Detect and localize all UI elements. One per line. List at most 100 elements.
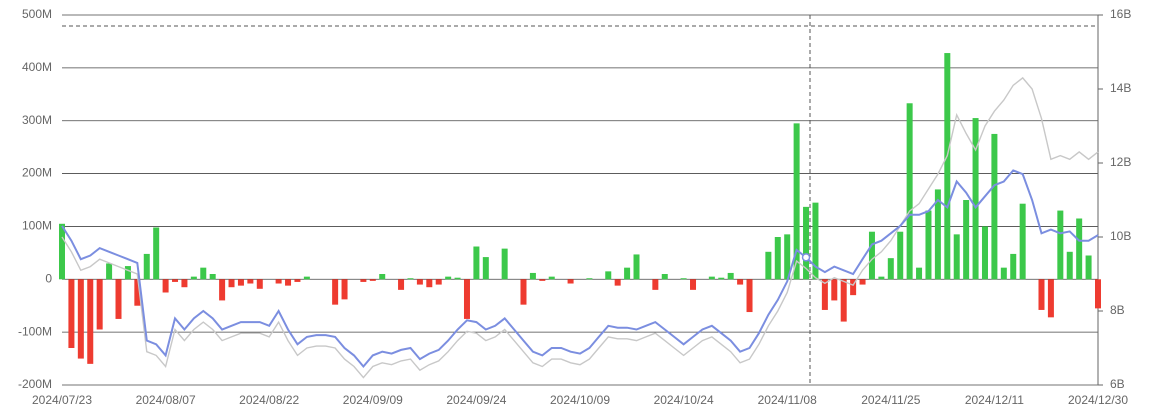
y-tick-label: 500M	[22, 7, 52, 21]
bar	[925, 210, 932, 280]
bar	[275, 279, 282, 284]
bar	[219, 279, 226, 301]
bar	[96, 279, 103, 330]
bar	[944, 53, 951, 280]
bar	[482, 257, 489, 280]
bar	[793, 123, 800, 280]
bar	[906, 103, 913, 280]
bar	[840, 279, 847, 322]
bar	[831, 279, 838, 301]
bar	[633, 254, 640, 280]
x-tick-label: 2024/10/09	[550, 393, 610, 407]
bar	[162, 279, 169, 293]
bar	[473, 246, 480, 280]
bar	[981, 226, 988, 280]
bar	[953, 234, 960, 280]
x-tick-label: 2024/09/24	[446, 393, 506, 407]
bar	[784, 234, 791, 280]
bar	[360, 279, 367, 282]
bar	[247, 279, 254, 284]
bar	[106, 263, 113, 280]
bar	[652, 279, 659, 290]
bar	[228, 279, 235, 288]
bar	[529, 272, 536, 280]
x-tick-label: 2024/11/25	[861, 393, 920, 407]
y-tick-label: 400M	[22, 60, 52, 74]
bar	[426, 279, 433, 288]
x-tick-label: 2024/10/24	[654, 393, 714, 407]
bar	[812, 202, 819, 280]
hover-point	[801, 253, 811, 262]
bar	[59, 223, 65, 280]
bar	[124, 266, 131, 280]
y-tick-label: 300M	[22, 113, 52, 127]
bar	[407, 278, 414, 280]
bar	[567, 279, 574, 284]
bar	[624, 267, 631, 280]
bar	[850, 279, 857, 296]
bar	[501, 248, 508, 280]
bar	[605, 271, 612, 280]
bar	[398, 279, 405, 290]
bar	[341, 279, 348, 300]
bar	[435, 279, 442, 285]
y-tick-label: 0	[45, 271, 52, 285]
y-tick-label: 200M	[22, 166, 52, 180]
bar	[172, 279, 179, 282]
bar	[916, 267, 923, 280]
y2-tick-label: 8B	[1110, 303, 1125, 317]
bar	[774, 237, 781, 280]
bar	[708, 276, 715, 280]
bar	[1047, 279, 1054, 318]
bar	[454, 277, 461, 280]
y2-tick-label: 12B	[1110, 155, 1131, 169]
bar	[87, 279, 94, 364]
line	[61, 169, 1099, 369]
bar	[209, 274, 216, 280]
bar	[1010, 253, 1017, 280]
bar	[586, 278, 593, 280]
bar	[294, 279, 301, 282]
bar	[153, 227, 160, 280]
bar	[200, 267, 207, 280]
bar	[1076, 218, 1083, 280]
bar	[746, 279, 753, 313]
bar	[991, 133, 998, 280]
bar	[416, 279, 423, 285]
bar	[539, 279, 546, 281]
bar	[868, 231, 875, 280]
bar	[1038, 279, 1045, 310]
y2-tick-label: 16B	[1110, 7, 1131, 21]
bar	[1057, 210, 1064, 280]
bar	[115, 279, 122, 319]
bar	[934, 189, 941, 280]
bar	[463, 279, 470, 319]
y-tick-label: 100M	[22, 219, 52, 233]
bar	[1095, 279, 1101, 309]
bar	[369, 279, 376, 281]
bar	[237, 279, 244, 286]
bar	[878, 276, 885, 280]
x-tick-label: 2024/12/30	[1068, 393, 1128, 407]
bar	[285, 279, 292, 286]
bar	[727, 272, 734, 280]
y-tick-label: -100M	[18, 324, 52, 338]
line	[61, 76, 1099, 379]
x-tick-label: 2024/09/09	[343, 393, 403, 407]
bar	[614, 279, 621, 286]
bar	[897, 231, 904, 280]
bar	[68, 279, 75, 348]
bar	[859, 279, 866, 285]
bar	[548, 276, 555, 280]
bar	[1019, 203, 1026, 280]
bar	[1085, 255, 1092, 280]
y2-tick-label: 6B	[1110, 377, 1125, 391]
bar	[379, 274, 386, 280]
bar	[332, 279, 339, 305]
bar	[143, 253, 150, 280]
bar	[963, 200, 970, 280]
x-tick-label: 2024/08/07	[136, 393, 196, 407]
bar	[1066, 251, 1073, 280]
